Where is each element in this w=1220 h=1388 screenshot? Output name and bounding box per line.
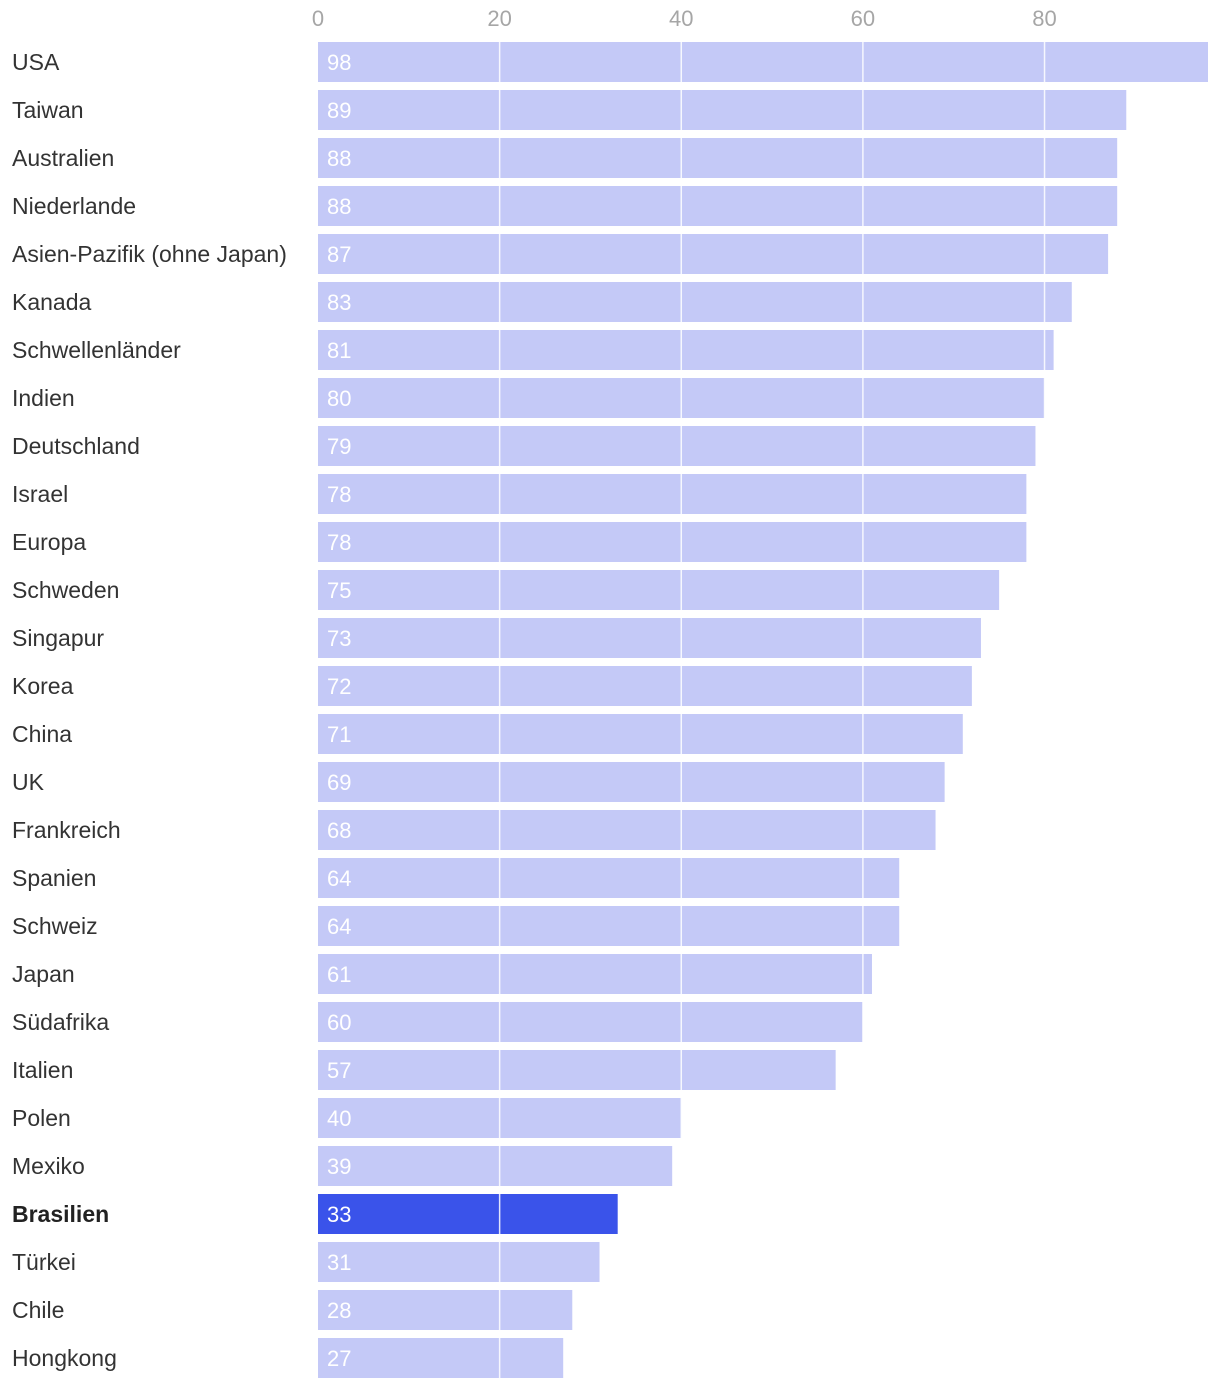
value-label-polen: 40 [327,1106,351,1131]
value-label-uk: 69 [327,770,351,795]
category-label-schweiz: Schweiz [12,913,98,939]
value-label-japan: 61 [327,962,351,987]
bar-sudafrika [318,1002,863,1042]
bar-korea [318,666,972,706]
category-label-korea: Korea [12,673,74,699]
bar-italien [318,1050,836,1090]
bar-taiwan [318,90,1127,130]
category-label-chile: Chile [12,1297,64,1323]
category-label-singapur: Singapur [12,625,104,651]
category-label-spanien: Spanien [12,865,96,891]
bar-japan [318,954,872,994]
category-label-usa: USA [12,49,60,75]
value-label-australien: 88 [327,146,351,171]
bar-brasilien [318,1194,618,1234]
category-label-japan: Japan [12,961,75,987]
value-label-frankreich: 68 [327,818,351,843]
category-label-schwellenlander: Schwellenländer [12,337,181,363]
value-label-asien-pazifik-ohne-japan: 87 [327,242,351,267]
bar-asien-pazifik-ohne-japan [318,234,1109,274]
value-label-korea: 72 [327,674,351,699]
value-label-singapur: 73 [327,626,351,651]
bar-schweden [318,570,1000,610]
bar-mexiko [318,1146,673,1186]
value-label-europa: 78 [327,530,351,555]
bar-turkei [318,1242,600,1282]
value-label-schweiz: 64 [327,914,351,939]
bar-kanada [318,282,1072,322]
value-label-sudafrika: 60 [327,1010,351,1035]
bar-schweiz [318,906,900,946]
category-label-israel: Israel [12,481,68,507]
value-label-israel: 78 [327,482,351,507]
value-label-china: 71 [327,722,351,747]
category-label-deutschland: Deutschland [12,433,140,459]
bar-deutschland [318,426,1036,466]
category-label-indien: Indien [12,385,75,411]
category-label-asien-pazifik-ohne-japan: Asien-Pazifik (ohne Japan) [12,241,287,267]
bar-frankreich [318,810,936,850]
value-label-chile: 28 [327,1298,351,1323]
value-label-hongkong: 27 [327,1346,351,1371]
category-label-italien: Italien [12,1057,73,1083]
category-label-polen: Polen [12,1105,71,1131]
value-labels: 98 89 88 88 87 83 81 80 79 78 78 75 73 72 71 69 68 64 64 61… [327,50,351,1371]
category-label-kanada: Kanada [12,289,92,315]
category-label-turkei: Türkei [12,1249,76,1275]
category-label-australien: Australien [12,145,114,171]
value-label-turkei: 31 [327,1250,351,1275]
value-label-niederlande: 88 [327,194,351,219]
x-tick-label-60: 60 [851,6,875,31]
bars-layer [318,42,1208,1378]
x-axis-ticks: 0 20 40 60 80 [312,6,1057,31]
gridlines-layer [498,38,1046,1386]
category-label-sudafrika: Südafrika [12,1009,109,1035]
category-label-europa: Europa [12,529,86,555]
category-label-frankreich: Frankreich [12,817,121,843]
x-tick-label-40: 40 [669,6,693,31]
bar-china [318,714,963,754]
category-label-china: China [12,721,72,747]
value-label-brasilien: 33 [327,1202,351,1227]
value-label-schwellenlander: 81 [327,338,351,363]
value-label-spanien: 64 [327,866,351,891]
bar-uk [318,762,945,802]
category-label-mexiko: Mexiko [12,1153,85,1179]
x-tick-label-0: 0 [312,6,324,31]
category-label-schweden: Schweden [12,577,119,603]
value-label-taiwan: 89 [327,98,351,123]
bar-israel [318,474,1027,514]
bar-europa [318,522,1027,562]
value-label-deutschland: 79 [327,434,351,459]
value-label-mexiko: 39 [327,1154,351,1179]
x-tick-label-20: 20 [487,6,511,31]
value-label-italien: 57 [327,1058,351,1083]
value-label-schweden: 75 [327,578,351,603]
bar-hongkong [318,1338,564,1378]
category-label-niederlande: Niederlande [12,193,136,219]
bar-chile [318,1290,573,1330]
bar-schwellenlander [318,330,1054,370]
bar-niederlande [318,186,1118,226]
bar-spanien [318,858,900,898]
bar-singapur [318,618,981,658]
value-label-kanada: 83 [327,290,351,315]
value-label-usa: 98 [327,50,351,75]
x-tick-label-80: 80 [1032,6,1056,31]
category-labels: USA Taiwan Australien Niederlande Asien-Pazi… [12,49,287,1371]
bar-usa [318,42,1208,82]
category-label-uk: UK [12,769,45,795]
bar-australien [318,138,1118,178]
category-label-brasilien: Brasilien [12,1201,109,1227]
value-label-indien: 80 [327,386,351,411]
category-label-hongkong: Hongkong [12,1345,117,1371]
category-label-taiwan: Taiwan [12,97,84,123]
